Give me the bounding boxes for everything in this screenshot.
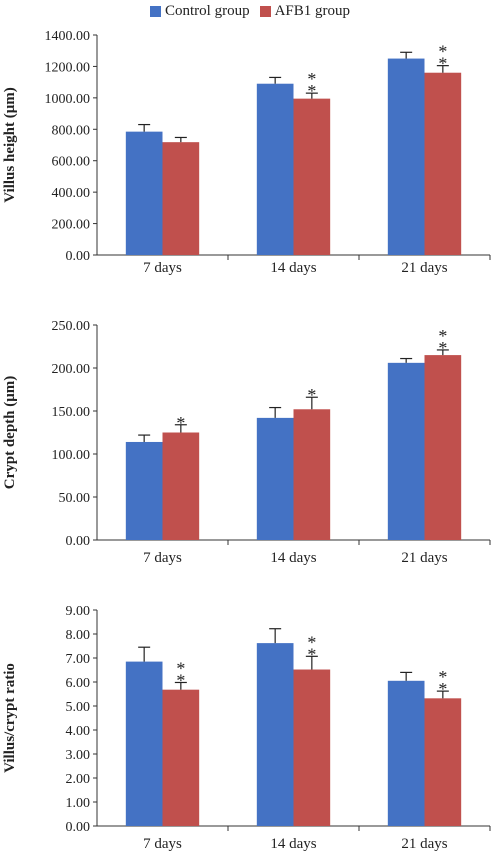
bar-control [256,643,294,826]
significance-mark: * [438,679,447,699]
significance-mark: * [438,42,447,62]
y-tick-label: 100.00 [52,448,91,463]
legend-item-afb1: AFB1 group [259,2,351,20]
bar-afb1 [424,72,462,255]
x-tick-label: 21 days [401,550,447,566]
significance-mark: * [176,658,185,678]
x-tick-label: 7 days [143,260,182,276]
x-tick-label: 7 days [143,550,182,566]
bar-control [125,441,163,540]
y-tick-label: 600.00 [52,155,91,170]
y-tick-label: 2.00 [66,772,91,787]
y-axis-title: Villus height (μm) [2,87,18,202]
y-tick-label: 4.00 [66,724,91,739]
legend-label-control: Control group [164,2,250,19]
y-axis-title: Villus/crypt ratio [2,663,18,773]
legend-swatch-afb1 [259,5,271,17]
y-tick-label: 6.00 [66,676,91,691]
bar-control [387,362,425,540]
y-tick-label: 7.00 [66,652,91,667]
significance-mark: * [307,644,316,664]
bar-afb1 [424,698,462,826]
x-tick-label: 14 days [270,260,316,276]
y-tick-label: 0.00 [66,249,91,264]
bar-afb1 [162,142,200,255]
bar-control [125,661,163,826]
y-tick-label: 8.00 [66,628,91,643]
legend-label-afb1: AFB1 group [274,2,351,19]
significance-mark: * [438,338,447,358]
y-tick-label: 0.00 [66,820,91,835]
significance-mark: * [176,670,185,690]
significance-mark: * [438,667,447,687]
bar-control [387,680,425,826]
legend-item-control: Control group [149,2,250,20]
bar-control [387,58,425,256]
y-tick-label: 800.00 [52,123,91,138]
y-tick-label: 1.00 [66,796,91,811]
y-tick-label: 400.00 [52,186,91,201]
x-tick-label: 21 days [401,260,447,276]
significance-mark: * [307,385,316,405]
y-tick-label: 9.00 [66,604,91,619]
y-tick-label: 250.00 [52,319,91,334]
y-tick-label: 200.00 [52,218,91,233]
y-tick-label: 1000.00 [45,92,91,107]
bar-afb1 [162,689,200,826]
y-tick-label: 3.00 [66,748,91,763]
significance-mark: * [307,632,316,652]
bar-afb1 [293,409,331,540]
x-tick-label: 7 days [143,836,182,852]
y-tick-label: 5.00 [66,700,91,715]
y-tick-label: 0.00 [66,534,91,549]
bar-control [125,131,163,255]
legend: Control group AFB1 group [0,0,500,22]
bar-control [256,417,294,540]
significance-mark: * [307,81,316,101]
y-tick-label: 1400.00 [45,29,91,44]
y-tick-label: 150.00 [52,405,91,420]
bar-afb1 [424,355,462,540]
y-axis-title: Crypt depth (μm) [2,376,18,490]
bar-control [256,83,294,255]
bar-afb1 [293,669,331,826]
x-tick-label: 21 days [401,836,447,852]
legend-swatch-control [149,5,161,17]
y-tick-label: 50.00 [59,491,91,506]
significance-mark: * [176,413,185,433]
y-tick-label: 200.00 [52,362,91,377]
y-tick-label: 1200.00 [45,60,91,75]
x-tick-label: 14 days [270,836,316,852]
bar-afb1 [293,98,331,256]
bar-afb1 [162,432,200,540]
significance-mark: * [438,326,447,346]
significance-mark: * [307,69,316,89]
x-tick-label: 14 days [270,550,316,566]
significance-mark: * [438,54,447,74]
